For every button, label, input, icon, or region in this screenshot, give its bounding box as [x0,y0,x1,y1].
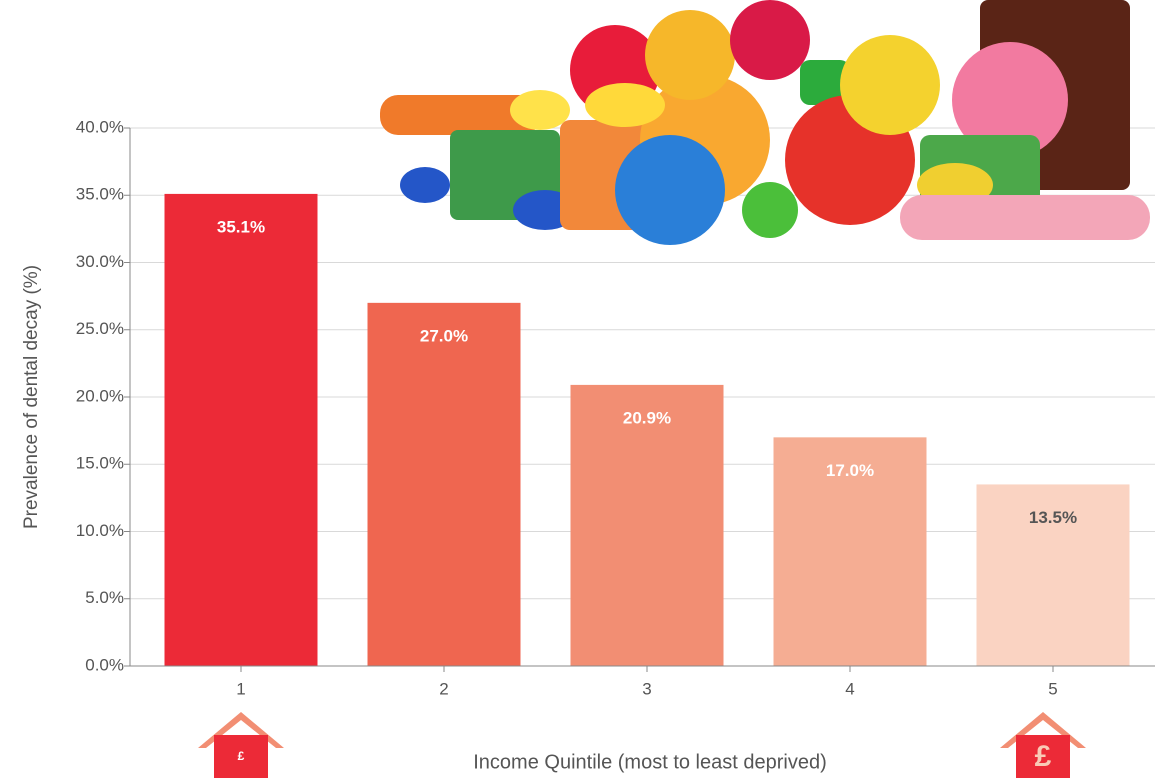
bar-layer: 35.1% 27.0% 20.9% 17.0% 13.5% [164,193,1130,666]
bar [367,302,521,666]
x-tick-label: 3 [642,679,651,698]
y-tick-label: 0.0% [85,655,124,674]
y-tick-label: 35.0% [76,185,124,204]
y-tick-label: 20.0% [76,386,124,405]
x-tick-label: 4 [845,679,854,698]
house-icon-label: £ [238,749,245,763]
value-label: 13.5% [1029,508,1077,527]
value-label: 35.1% [217,217,265,236]
bar [976,484,1130,666]
x-tick-label: 2 [439,679,448,698]
x-axis-title: Income Quintile (most to least deprived) [473,751,827,773]
y-tick-label: 40.0% [76,117,124,136]
house-icon-label: £ [1035,740,1052,773]
bar [570,384,724,666]
bar [164,193,318,666]
y-tick-label: 10.0% [76,521,124,540]
y-axis-title: Prevalence of dental decay (%) [21,265,42,529]
house-icon-high: £ [1000,712,1086,778]
y-tick-label: 25.0% [76,319,124,338]
y-tick-label: 15.0% [76,454,124,473]
value-label: 20.9% [623,408,671,427]
value-label: 17.0% [826,461,874,480]
x-tick-label: 5 [1048,679,1057,698]
value-label: 27.0% [420,326,468,345]
x-tick-label: 1 [236,679,245,698]
candy-illustration [380,0,1150,245]
bar [773,437,927,666]
y-tick-label: 5.0% [85,588,124,607]
y-tick-label: 30.0% [76,252,124,271]
house-icon-low: £ [198,712,284,778]
